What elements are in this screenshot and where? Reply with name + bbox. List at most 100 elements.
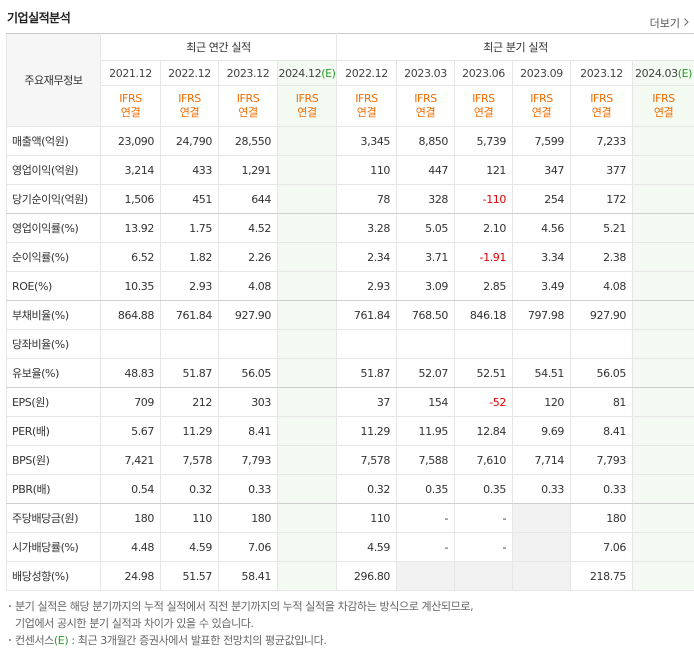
more-arrow[interactable] [684,18,689,26]
cell [633,446,694,475]
more-link[interactable]: 더보기 [650,15,680,31]
cell: 0.33 [219,475,278,504]
cell: 328 [397,185,455,214]
period-header: 2024.12(E) [278,61,337,86]
cell: 4.56 [513,214,571,243]
cell [633,533,694,562]
row-label: 순이익률(%) [7,243,101,272]
cell [633,417,694,446]
cell: 5.67 [101,417,161,446]
period-label: 2023.12 [227,67,270,80]
row-label: 당좌비율(%) [7,330,101,359]
row-label: 주당배당금(원) [7,504,101,533]
standard-label: 연결 [278,106,336,120]
cell: 2.26 [219,243,278,272]
cell: 7,714 [513,446,571,475]
section-title: 기업실적분석 [7,9,70,26]
cell: 0.33 [571,475,633,504]
period-label: 2023.12 [580,67,623,80]
note-line: 컨센서스(E) : 최근 3개월간 증권사에서 발표한 전망치의 평균값입니다. [9,632,473,649]
standard-label: 연결 [571,106,632,120]
row-label: 유보율(%) [7,359,101,388]
standard-label: 연결 [337,106,396,120]
row-label: ROE(%) [7,272,101,301]
cell [633,243,694,272]
cell: 4.48 [101,533,161,562]
cell [633,330,694,359]
note-part: : 최근 3개월간 증권사에서 발표한 전망치의 평균값입니다. [68,634,326,647]
cell: 0.35 [397,475,455,504]
cell: 709 [101,388,161,417]
standard-label: 연결 [455,106,512,120]
note-line: 분기 실적은 해당 분기까지의 누적 실적에서 직전 분기까지의 누적 실적을 … [9,598,473,615]
cell [278,301,337,330]
row-label: 배당성향(%) [7,562,101,591]
row-label: 당기순이익(억원) [7,185,101,214]
cell: 7,421 [101,446,161,475]
notes: 분기 실적은 해당 분기까지의 누적 실적에서 직전 분기까지의 누적 실적을 … [9,598,473,649]
cell: 2.10 [455,214,513,243]
cell: 110 [337,156,397,185]
cell: 927.90 [571,301,633,330]
cell: - [397,504,455,533]
cell: 154 [397,388,455,417]
cell: 846.18 [455,301,513,330]
cell [101,330,161,359]
cell [278,562,337,591]
period-label: 2021.12 [109,67,152,80]
cell: 2.85 [455,272,513,301]
standard-label: IFRS [161,92,218,106]
cell [278,388,337,417]
cell: 110 [337,504,397,533]
cell: 110 [161,504,219,533]
period-header: 2021.12 [101,61,161,86]
cell: 180 [101,504,161,533]
period-label: 2023.03 [404,67,447,80]
cell: 3.34 [513,243,571,272]
cell: 447 [397,156,455,185]
period-header: 2023.12 [571,61,633,86]
cell: 11.29 [161,417,219,446]
cell [633,562,694,591]
cell: 180 [219,504,278,533]
period-label: 2024.03 [635,67,678,80]
cell: 81 [571,388,633,417]
cell [513,330,571,359]
cell: 9.69 [513,417,571,446]
standard-label: IFRS [219,92,277,106]
cell: 7.06 [219,533,278,562]
note-part: (E) [54,634,68,647]
cell: 58.41 [219,562,278,591]
cell: 2.34 [337,243,397,272]
cell: 120 [513,388,571,417]
cell: 1,291 [219,156,278,185]
period-header: 2023.03 [397,61,455,86]
cell: 3,345 [337,127,397,156]
cell: 3.28 [337,214,397,243]
standard-label: 연결 [513,106,570,120]
cell: 377 [571,156,633,185]
cell [278,446,337,475]
cell: 864.88 [101,301,161,330]
cell: 0.32 [337,475,397,504]
row-label: 매출액(억원) [7,127,101,156]
cell: 433 [161,156,219,185]
cell: 3.09 [397,272,455,301]
cell [278,475,337,504]
cell: 37 [337,388,397,417]
period-label: 2023.09 [520,67,563,80]
